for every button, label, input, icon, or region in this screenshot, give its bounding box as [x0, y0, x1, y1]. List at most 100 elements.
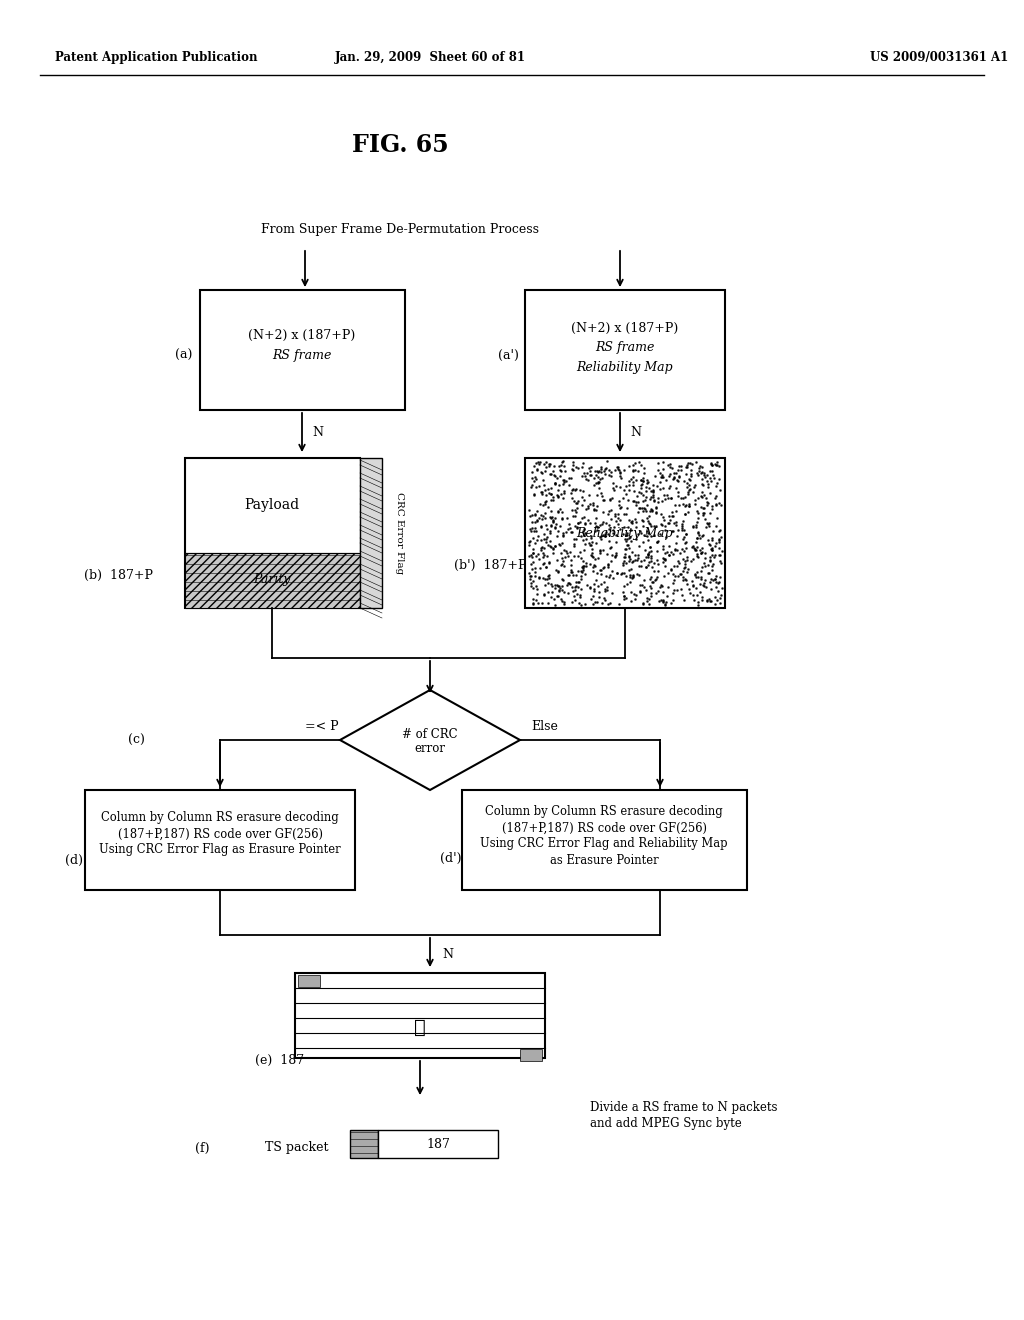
- Point: [554, 525, 570, 546]
- Point: [693, 469, 710, 490]
- Point: [705, 463, 721, 484]
- Point: [538, 532, 554, 553]
- Point: [623, 590, 639, 611]
- Point: [528, 529, 545, 550]
- Point: [578, 469, 594, 490]
- Point: [521, 535, 538, 556]
- Point: [582, 461, 598, 482]
- Point: [651, 462, 668, 483]
- Point: [535, 494, 551, 515]
- Text: error: error: [415, 742, 445, 755]
- Text: Reliability Map: Reliability Map: [577, 362, 674, 375]
- Point: [707, 569, 723, 590]
- Point: [675, 488, 691, 510]
- Point: [609, 459, 626, 480]
- Point: [564, 451, 581, 473]
- Point: [575, 519, 592, 540]
- Point: [540, 593, 556, 614]
- Point: [584, 545, 600, 566]
- Point: [526, 455, 543, 477]
- Point: [660, 512, 677, 533]
- Point: [712, 572, 728, 593]
- Point: [546, 455, 562, 477]
- Point: [541, 455, 557, 477]
- Point: [697, 467, 714, 488]
- Point: [603, 550, 620, 572]
- Point: [662, 454, 678, 475]
- Point: [554, 451, 570, 473]
- Point: [689, 562, 706, 583]
- Point: [665, 469, 681, 490]
- Point: [636, 570, 652, 591]
- Point: [549, 525, 565, 546]
- Point: [703, 498, 720, 519]
- Point: [593, 525, 609, 546]
- Point: [647, 569, 664, 590]
- Point: [655, 590, 672, 611]
- Point: [611, 477, 628, 498]
- Point: [555, 570, 571, 591]
- Point: [587, 548, 603, 569]
- Point: [595, 572, 611, 593]
- Point: [707, 593, 723, 614]
- Point: [651, 523, 668, 544]
- Point: [539, 569, 555, 590]
- Point: [546, 465, 562, 486]
- Point: [540, 565, 556, 586]
- Point: [590, 471, 606, 492]
- Point: [644, 557, 660, 578]
- Point: [636, 549, 652, 570]
- Point: [585, 556, 601, 577]
- Point: [600, 503, 616, 524]
- Point: [682, 470, 698, 491]
- Point: [579, 552, 595, 573]
- Point: [655, 536, 672, 557]
- Point: [645, 572, 662, 593]
- Point: [556, 480, 572, 502]
- Point: [524, 512, 541, 533]
- Point: [558, 574, 574, 595]
- Point: [685, 574, 701, 595]
- Point: [676, 540, 692, 561]
- Point: [554, 508, 570, 529]
- Point: [688, 451, 705, 473]
- Point: [555, 550, 571, 572]
- Point: [594, 557, 610, 578]
- Point: [545, 510, 561, 531]
- Point: [664, 502, 680, 523]
- Point: [681, 469, 697, 490]
- Point: [525, 484, 542, 506]
- Point: [693, 525, 710, 546]
- Point: [673, 578, 689, 599]
- Point: [659, 562, 676, 583]
- Point: [640, 543, 656, 564]
- Point: [684, 537, 700, 558]
- Point: [708, 475, 724, 496]
- Point: [554, 590, 570, 611]
- Point: [627, 587, 643, 609]
- Point: [524, 546, 541, 568]
- Point: [524, 467, 541, 488]
- Point: [616, 550, 633, 572]
- Point: [636, 457, 652, 478]
- Point: [674, 520, 690, 541]
- Point: [608, 543, 625, 564]
- Point: [566, 585, 583, 606]
- Point: [625, 466, 641, 487]
- Point: [640, 544, 656, 565]
- Point: [678, 524, 694, 545]
- Point: [628, 491, 644, 512]
- Point: [622, 566, 638, 587]
- Bar: [360, 458, 382, 609]
- Point: [668, 477, 684, 498]
- Point: [699, 513, 716, 535]
- Point: [643, 499, 659, 520]
- Point: [545, 487, 561, 508]
- Point: [601, 465, 617, 486]
- Point: [553, 543, 569, 564]
- Point: [588, 473, 604, 494]
- Point: [639, 507, 655, 528]
- Point: [577, 521, 593, 543]
- Point: [583, 535, 599, 556]
- Point: [702, 569, 719, 590]
